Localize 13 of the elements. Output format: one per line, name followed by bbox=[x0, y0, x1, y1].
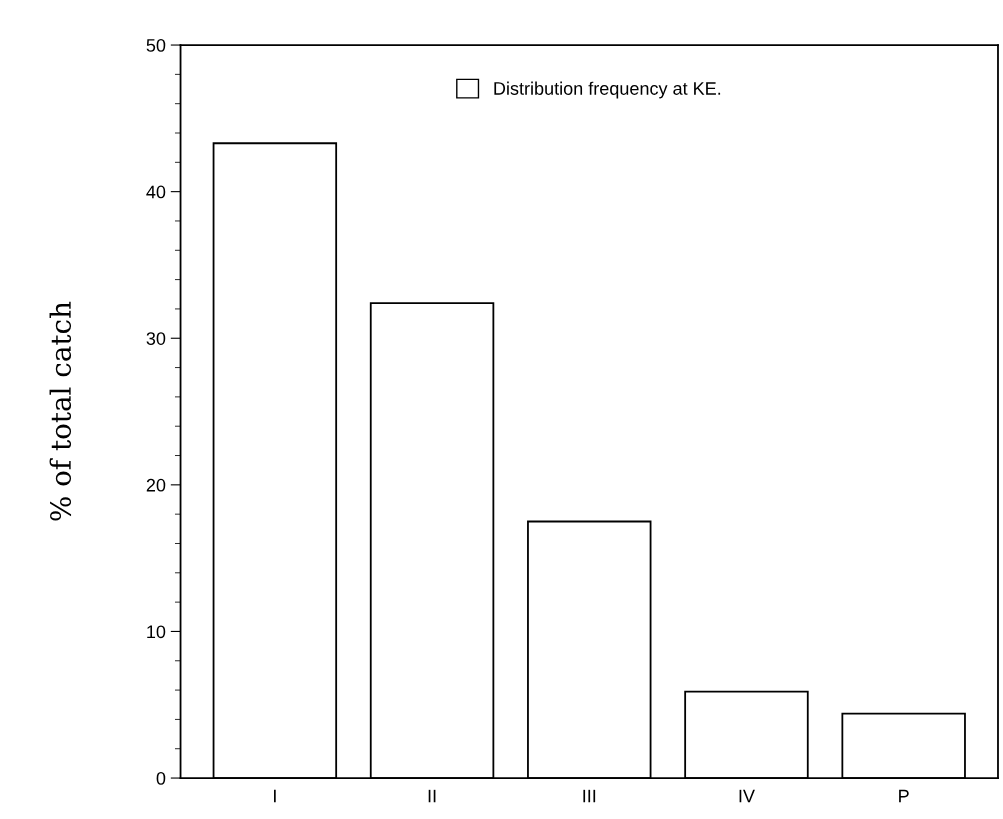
y-tick-label: 10 bbox=[147, 625, 166, 639]
x-tick-label: III bbox=[583, 789, 596, 803]
y-tick-label: 0 bbox=[156, 771, 166, 785]
x-tick-label: IV bbox=[739, 789, 755, 803]
y-axis-title: % of total catch bbox=[49, 301, 72, 521]
x-tick-label: P bbox=[899, 789, 909, 803]
y-tick-label: 50 bbox=[146, 38, 166, 52]
x-tick-label: I bbox=[274, 789, 276, 803]
y-tick-label: 30 bbox=[146, 332, 166, 345]
x-tick-label: II bbox=[428, 789, 436, 803]
y-tick-label: 40 bbox=[146, 185, 166, 199]
legend-label: Distribution frequency at KE. bbox=[494, 81, 721, 99]
y-tick-label: 20 bbox=[146, 478, 166, 492]
